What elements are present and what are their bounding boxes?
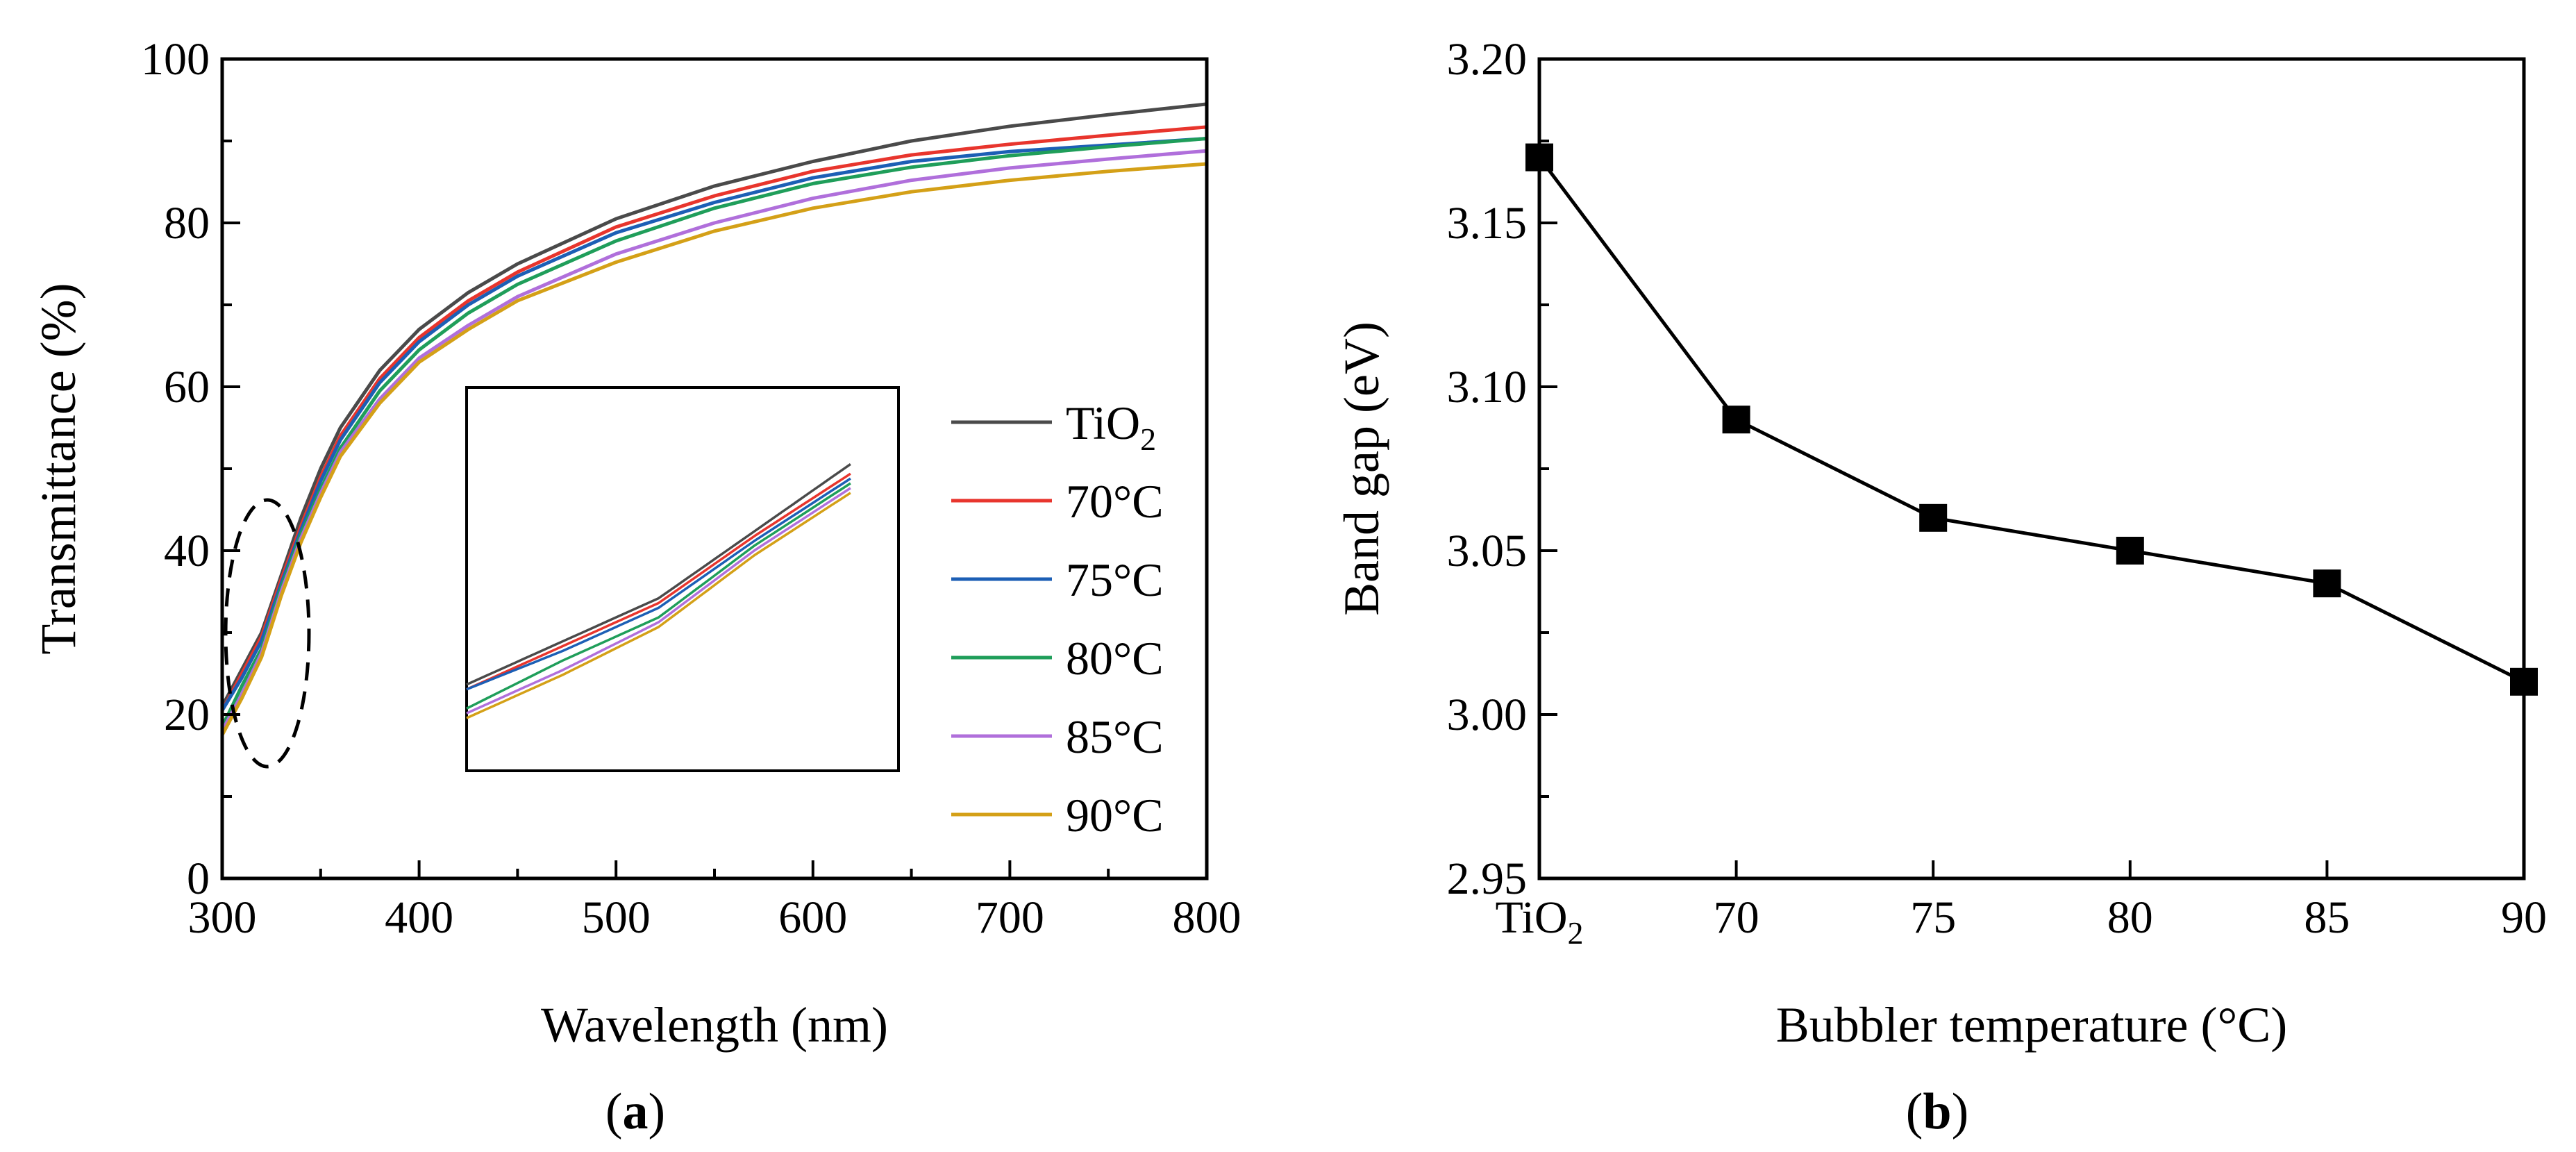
transmittance-ylabel: Transmittance (%): [31, 283, 86, 654]
transmittance-axes: 300 400 500 600 700 800 0 20 40 60 80 100: [141, 34, 1241, 943]
band-y-tick-label-3-15: 3.15: [1447, 198, 1528, 249]
x-tick-label-600: 600: [778, 892, 847, 943]
inset-line-90-c: [466, 492, 851, 719]
bandgap-marker-75: [1919, 503, 1948, 532]
y-tick-label-0: 0: [187, 853, 210, 904]
band-x-tick-label-80: 80: [2107, 892, 2153, 943]
inset-line-80-c: [466, 482, 851, 710]
transmittance-chart: 300 400 500 600 700 800 0 20 40 60 80 100 TiO2 70°C 7…: [31, 34, 1241, 1140]
y-tick-label-40: 40: [164, 526, 210, 576]
y-tick-label-80: 80: [164, 198, 210, 249]
band-y-tick-label-3-05: 3.05: [1447, 526, 1528, 576]
bandgap-marker-70: [1722, 406, 1750, 434]
y-tick-label-60: 60: [164, 362, 210, 412]
legend-label-80-c: 80°C: [1066, 632, 1164, 685]
inset-line-70-c: [466, 472, 851, 691]
legend: TiO2 70°C 75°C 80°C 85°C 90°C: [951, 396, 1164, 842]
x-tick-label-800: 800: [1173, 892, 1241, 943]
panel-b-label: (b): [1906, 1083, 1968, 1140]
inset-series: [466, 462, 851, 719]
bandgap-xlabel: Bubbler temperature (°C): [1776, 997, 2288, 1053]
legend-label-90-c: 90°C: [1066, 789, 1164, 842]
legend-label-tio2: TiO2: [1066, 396, 1156, 457]
band-x-tick-label-70: 70: [1714, 892, 1759, 943]
bandgap-axes: 2.95 3.00 3.05 3.10 3.15 3.20 TiO2 70 75 80 85 90: [1447, 34, 2548, 951]
bandgap-marker-90: [2510, 667, 2538, 696]
band-x-tick-label-85: 85: [2304, 892, 2350, 943]
bandgap-marker-tio: [1525, 143, 1553, 172]
bandgap-marker-85: [2313, 569, 2341, 598]
x-tick-label-700: 700: [976, 892, 1044, 943]
band-x-tick-label-90: 90: [2501, 892, 2547, 943]
bandgap-line: [1538, 156, 2525, 684]
inset-box: [465, 386, 900, 772]
transmittance-series: [220, 102, 1209, 737]
inset-line-75-c: [466, 477, 851, 691]
bandgap-chart: 2.95 3.00 3.05 3.10 3.15 3.20 TiO2 70 75 80 85 90 B…: [1334, 34, 2547, 1140]
panel-a-label: (a): [605, 1083, 665, 1140]
band-y-tick-label-3-20: 3.20: [1447, 34, 1528, 85]
legend-label-85-c: 85°C: [1066, 710, 1164, 763]
band-y-tick-label-3-10: 3.10: [1447, 362, 1528, 412]
inset-line-85-c: [466, 487, 851, 715]
y-tick-label-100: 100: [141, 34, 210, 85]
band-y-tick-label-2-95: 2.95: [1447, 853, 1528, 904]
bandgap-marker-80: [2116, 537, 2144, 565]
bandgap-series: [1525, 143, 2538, 696]
series-line-90-c: [220, 162, 1209, 737]
x-tick-label-400: 400: [385, 892, 453, 943]
bandgap-plot-frame: [1537, 57, 2526, 880]
bandgap-ylabel: Band gap (eV): [1334, 322, 1389, 616]
x-tick-label-500: 500: [582, 892, 651, 943]
band-x-tick-label-75: 75: [1910, 892, 1956, 943]
inset-line-tio2: [466, 462, 851, 686]
band-x-tick-label-tio: TiO2: [1496, 892, 1584, 951]
band-y-tick-label-3-00: 3.00: [1447, 690, 1528, 740]
transmittance-xlabel: Wavelength (nm): [541, 997, 888, 1053]
y-tick-label-20: 20: [164, 690, 210, 740]
legend-label-70-c: 70°C: [1066, 475, 1164, 528]
x-tick-label-300: 300: [188, 892, 257, 943]
legend-label-75-c: 75°C: [1066, 553, 1164, 606]
